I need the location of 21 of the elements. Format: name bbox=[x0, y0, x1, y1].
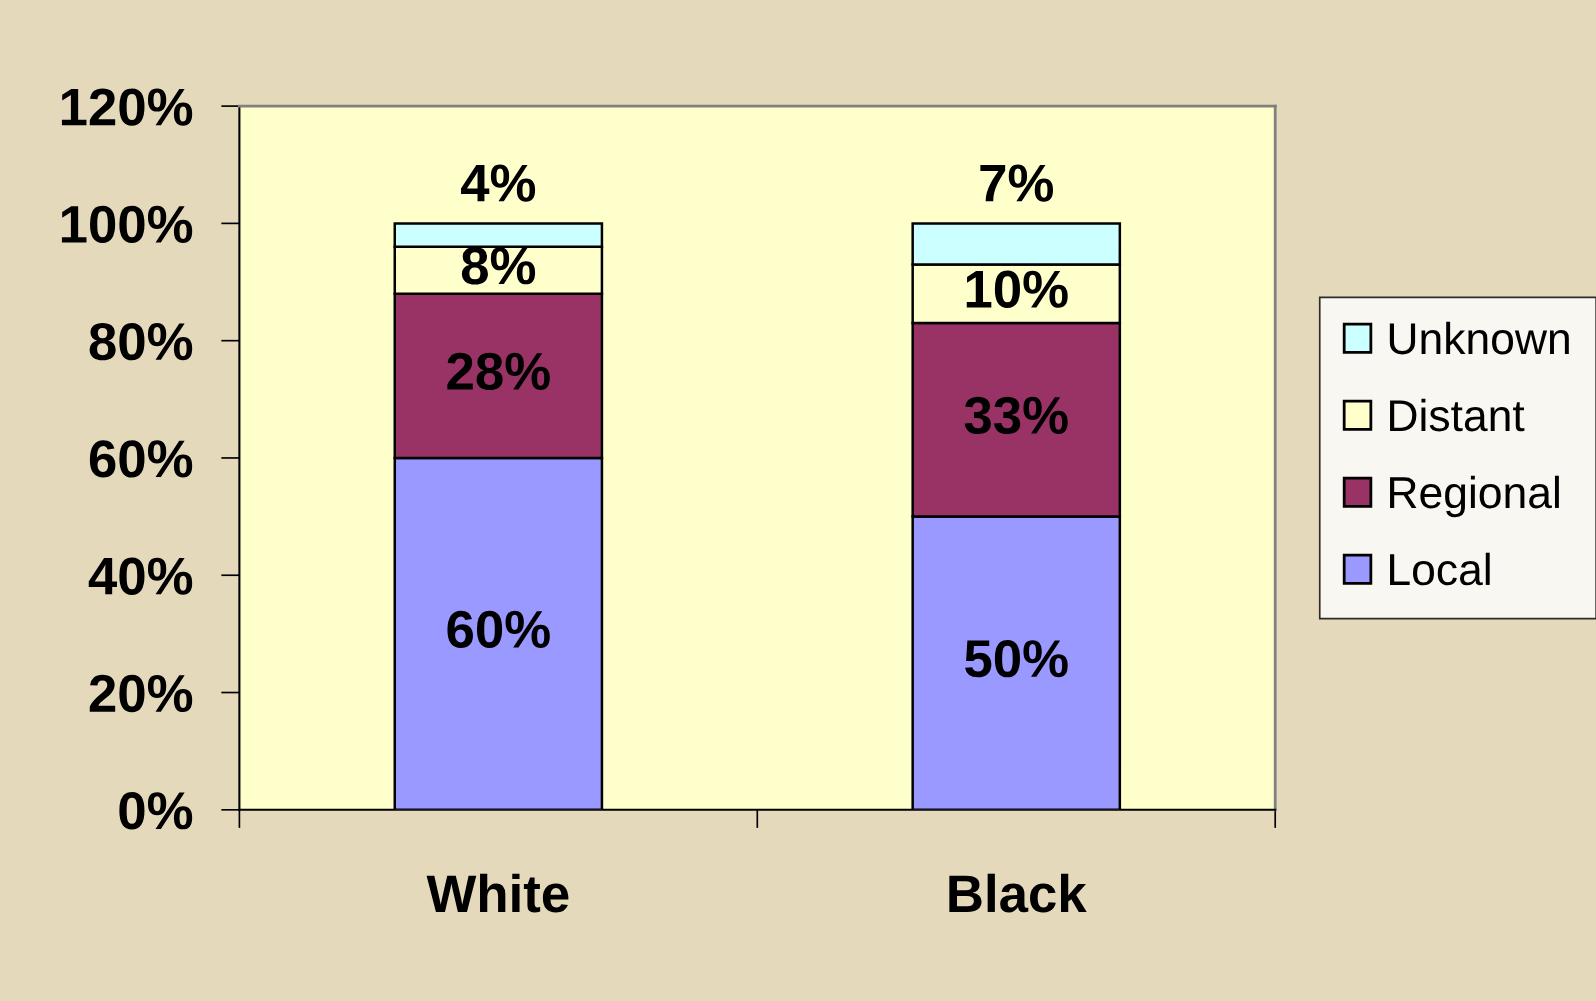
data-label: 33% bbox=[964, 396, 1068, 435]
y-tick-label: 100% bbox=[61, 205, 193, 244]
legend-label: Regional bbox=[1390, 475, 1559, 518]
data-label: 28% bbox=[447, 352, 550, 391]
data-label: 8% bbox=[461, 247, 536, 285]
x-tick-label: Black bbox=[949, 873, 1087, 913]
data-label: 4% bbox=[461, 164, 536, 202]
x-tick-label: White bbox=[426, 873, 569, 913]
y-tick-label: 20% bbox=[89, 674, 193, 713]
y-tick-label: 120% bbox=[61, 88, 193, 126]
legend-label: Distant bbox=[1390, 398, 1525, 432]
legend-label: Local bbox=[1390, 552, 1490, 586]
y-tick-label: 0% bbox=[119, 792, 193, 830]
data-label: 60% bbox=[447, 610, 550, 649]
data-label: 7% bbox=[980, 164, 1053, 202]
y-tick-label: 80% bbox=[89, 322, 193, 361]
data-label: 10% bbox=[966, 270, 1068, 308]
data-label: 50% bbox=[965, 640, 1068, 678]
y-tick-label: 60% bbox=[89, 440, 193, 478]
legend-label: Unknown bbox=[1389, 321, 1569, 355]
y-tick-label: 40% bbox=[88, 557, 193, 595]
